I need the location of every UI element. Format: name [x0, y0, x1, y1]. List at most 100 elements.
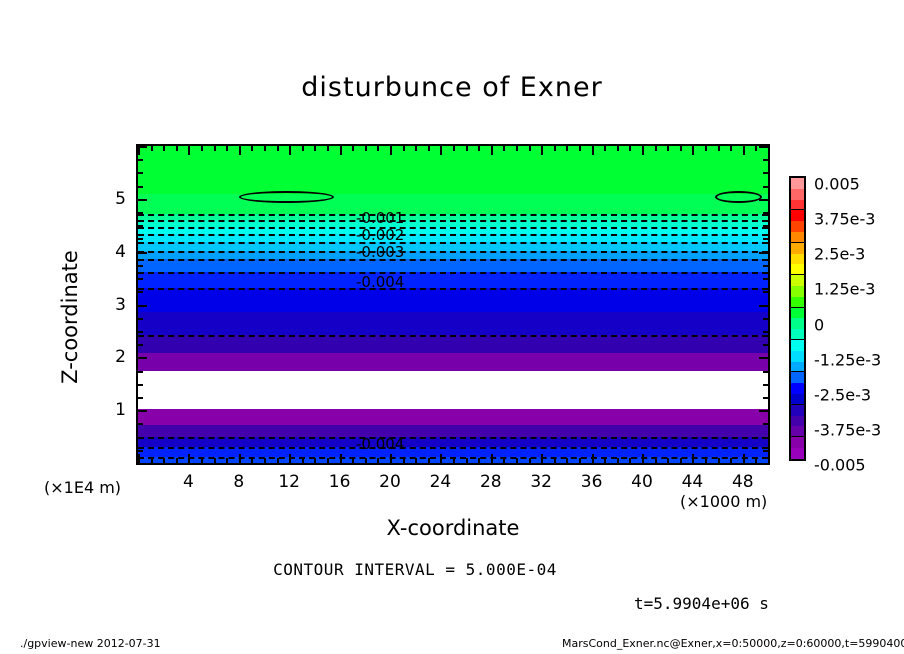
contour-band	[138, 409, 768, 425]
axis-tick	[138, 278, 143, 281]
colorbar-cell	[791, 426, 804, 438]
axis-tick	[327, 458, 329, 463]
y-tick-label: 3	[115, 294, 126, 315]
contour-band	[138, 271, 768, 288]
contour-band	[138, 311, 768, 336]
contour-band	[138, 436, 768, 448]
axis-tick	[175, 146, 178, 151]
axis-tick	[541, 454, 544, 463]
axis-tick	[541, 146, 544, 155]
axis-tick	[188, 146, 191, 155]
contour-band	[138, 259, 768, 272]
axis-tick	[654, 458, 657, 463]
axis-tick	[642, 146, 644, 155]
axis-tick	[679, 458, 682, 463]
axis-tick	[138, 146, 147, 148]
axis-tick	[390, 146, 392, 155]
plot-area: -0.001 -0.002 -0.003 -0.004 -0.004	[136, 144, 770, 465]
axis-tick	[138, 238, 143, 241]
colorbar-cell	[791, 210, 804, 222]
axis-tick	[763, 212, 768, 215]
contour-line	[138, 271, 768, 274]
axis-tick	[352, 146, 355, 151]
closed-contour-loop	[238, 190, 334, 203]
axis-tick	[768, 458, 770, 463]
closed-contour-loop	[715, 190, 762, 203]
contour-band	[138, 335, 768, 354]
axis-tick	[226, 146, 229, 151]
axis-tick	[138, 198, 147, 201]
contour-line	[138, 436, 768, 439]
axis-tick	[742, 454, 745, 463]
axis-tick	[377, 146, 380, 151]
axis-tick	[763, 330, 768, 333]
axis-tick	[717, 458, 720, 463]
axis-tick	[138, 212, 143, 215]
axis-tick	[730, 458, 733, 463]
axis-tick	[415, 458, 418, 463]
axis-tick	[705, 146, 707, 151]
axis-tick	[402, 146, 405, 151]
axis-tick	[516, 458, 518, 463]
axis-tick	[763, 238, 768, 241]
axis-tick	[163, 458, 166, 463]
colorbar-cell	[791, 350, 804, 362]
axis-tick	[755, 146, 758, 151]
contour-band	[138, 287, 768, 312]
contour-band	[138, 146, 768, 194]
colorbar-tick-label: -2.5e-3	[814, 385, 872, 405]
axis-tick	[364, 146, 367, 151]
axis-tick	[763, 396, 768, 399]
axis-tick	[276, 146, 279, 151]
time-stamp-label: t=5.9904e+06 s	[634, 594, 769, 613]
axis-tick	[759, 304, 768, 307]
y-tick-label: 5	[115, 188, 126, 209]
colorbar-cell	[791, 242, 804, 254]
axis-tick	[163, 146, 166, 151]
axis-tick	[516, 146, 518, 151]
colorbar-cell	[791, 188, 804, 200]
axis-tick	[759, 357, 768, 360]
axis-tick	[440, 146, 443, 155]
axis-tick	[453, 458, 455, 463]
x-axis-unit-label: (×1000 m)	[680, 492, 768, 511]
contour-line	[138, 219, 768, 222]
contour-band	[138, 250, 768, 260]
axis-tick	[150, 458, 153, 463]
axis-tick	[717, 146, 720, 151]
axis-tick	[763, 291, 768, 294]
axis-tick	[138, 449, 143, 452]
contour-band	[138, 424, 768, 437]
axis-tick	[138, 251, 147, 254]
x-tick-label: 20	[379, 472, 401, 492]
y-axis-unit-label: (×1E4 m)	[44, 478, 122, 497]
axis-tick	[759, 146, 768, 148]
contour-interval-note: CONTOUR INTERVAL = 5.000E-04	[273, 560, 557, 579]
axis-tick	[201, 458, 203, 463]
axis-tick	[352, 458, 355, 463]
colorbar-cell	[791, 264, 804, 276]
axis-tick	[138, 357, 147, 360]
contour-band	[138, 193, 768, 214]
colorbar-cell	[791, 318, 804, 330]
x-tick-label: 12	[278, 472, 301, 492]
x-tick-label: 44	[681, 472, 704, 492]
contour-value-label: -0.003	[356, 242, 405, 261]
axis-tick	[138, 436, 143, 439]
axis-tick	[339, 146, 342, 155]
colorbar-tick-label: -3.75e-3	[814, 420, 882, 440]
x-axis-title: X-coordinate	[386, 516, 520, 540]
axis-tick	[339, 454, 342, 463]
axis-tick	[763, 225, 768, 228]
colorbar-cell	[791, 275, 804, 286]
axis-tick	[138, 291, 143, 294]
axis-tick	[566, 458, 569, 463]
axis-tick	[503, 458, 506, 463]
axis-tick	[629, 146, 632, 151]
axis-tick	[427, 146, 430, 151]
axis-tick	[251, 458, 254, 463]
colorbar-tick-label: 0.005	[814, 174, 860, 194]
axis-tick	[763, 185, 768, 188]
axis-tick	[759, 251, 768, 254]
x-tick-label: 8	[233, 472, 245, 492]
